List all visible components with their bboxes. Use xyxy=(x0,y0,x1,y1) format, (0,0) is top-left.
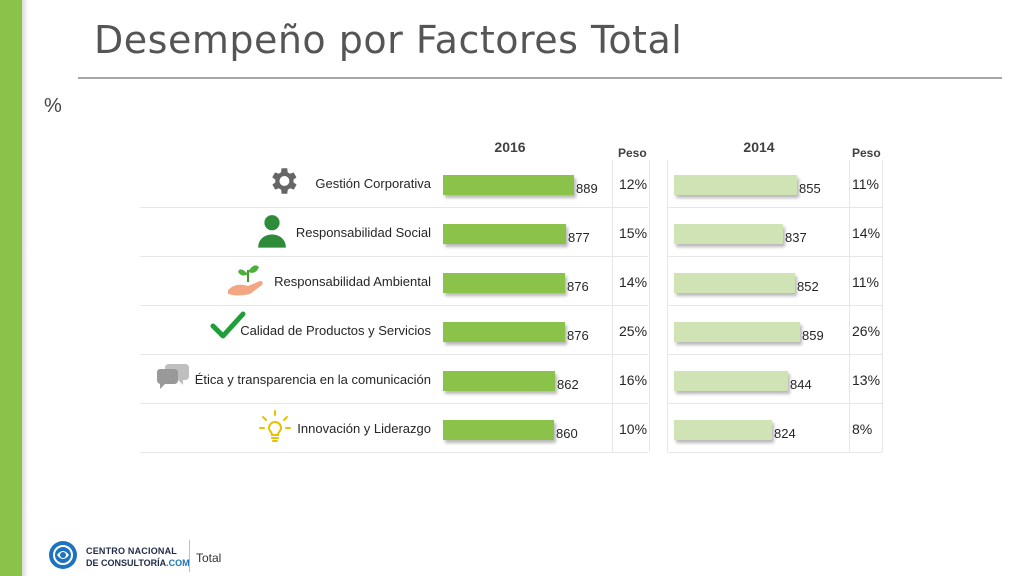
bar-2016 xyxy=(443,420,554,440)
factor-label: Innovación y Liderazgo xyxy=(297,421,431,436)
checkmark-icon xyxy=(210,311,250,347)
factor-label: Calidad de Productos y Servicios xyxy=(240,323,431,338)
peso-2014: 13% xyxy=(852,372,881,388)
bar-2016 xyxy=(443,371,555,391)
row-separator xyxy=(140,452,648,453)
bar-2016 xyxy=(443,224,566,244)
row-separator xyxy=(668,403,882,404)
value-label-2016: 889 xyxy=(576,181,598,196)
value-label-2016: 877 xyxy=(568,230,590,245)
bar-2016 xyxy=(443,175,574,195)
column-divider xyxy=(612,160,613,452)
bar-2016 xyxy=(443,273,565,293)
company-logo-icon xyxy=(49,541,77,569)
value-label-2016: 876 xyxy=(567,328,589,343)
row-separator xyxy=(140,207,648,208)
year-header-2016: 2016 xyxy=(494,139,526,155)
column-divider xyxy=(849,160,850,452)
footer-divider xyxy=(189,540,190,572)
peso-header-2014: Peso xyxy=(852,146,881,160)
row-separator xyxy=(668,207,882,208)
value-label-2014: 824 xyxy=(774,426,796,441)
peso-2014: 26% xyxy=(852,323,881,339)
unit-label: % xyxy=(44,95,62,117)
peso-2016: 10% xyxy=(619,421,648,437)
peso-2016: 15% xyxy=(619,225,648,241)
peso-header-2016: Peso xyxy=(618,146,647,160)
bar-2014 xyxy=(674,371,788,391)
value-label-2016: 860 xyxy=(556,426,578,441)
bar-2016 xyxy=(443,322,565,342)
factor-label: Responsabilidad Social xyxy=(295,225,431,240)
peso-2014: 11% xyxy=(852,176,879,192)
peso-2014: 8% xyxy=(852,421,873,437)
factor-label: Responsabilidad Ambiental xyxy=(274,274,431,289)
row-separator xyxy=(140,256,648,257)
row-separator xyxy=(668,354,882,355)
peso-2014: 14% xyxy=(852,225,881,241)
factor-label: Gestión Corporativa xyxy=(315,176,431,191)
value-label-2014: 837 xyxy=(785,230,807,245)
peso-2016: 25% xyxy=(619,323,648,339)
speech-bubbles-icon xyxy=(155,360,195,396)
factor-label: Ética y transparencia en la comunicación xyxy=(194,372,431,387)
row-separator xyxy=(668,256,882,257)
row-separator xyxy=(140,403,648,404)
row-separator xyxy=(668,305,882,306)
value-label-2014: 844 xyxy=(790,377,812,392)
bar-2014 xyxy=(674,420,772,440)
footer-section-label: Total xyxy=(196,551,222,565)
bar-2014 xyxy=(674,322,800,342)
plant-hand-icon xyxy=(226,262,266,298)
side-bar-shadow xyxy=(22,0,28,576)
gear-icon xyxy=(266,164,306,200)
page-title: Desempeño por Factores Total xyxy=(94,18,683,62)
value-label-2014: 852 xyxy=(797,279,819,294)
row-separator xyxy=(140,354,648,355)
column-divider xyxy=(667,160,668,452)
lightbulb-icon xyxy=(258,409,298,445)
value-label-2016: 876 xyxy=(567,279,589,294)
accent-side-bar xyxy=(0,0,22,576)
peso-2016: 16% xyxy=(619,372,648,388)
row-separator xyxy=(140,305,648,306)
value-label-2016: 862 xyxy=(557,377,579,392)
person-icon xyxy=(255,213,295,249)
row-separator xyxy=(668,452,882,453)
value-label-2014: 855 xyxy=(799,181,821,196)
footer-org-name-line2: DE CONSULTORÍA.COM xyxy=(86,558,190,568)
peso-2014: 11% xyxy=(852,274,879,290)
bar-2014 xyxy=(674,175,797,195)
column-divider xyxy=(882,160,883,452)
footer-org-name-line1: CENTRO NACIONAL xyxy=(86,546,177,556)
title-underline xyxy=(78,77,1002,79)
footer-org-domain: .COM xyxy=(166,558,190,568)
column-divider xyxy=(649,160,650,452)
value-label-2014: 859 xyxy=(802,328,824,343)
bar-2014 xyxy=(674,224,783,244)
footer-org-name-main: DE CONSULTORÍA xyxy=(86,558,167,568)
year-header-2014: 2014 xyxy=(743,139,775,155)
bar-2014 xyxy=(674,273,795,293)
peso-2016: 14% xyxy=(619,274,648,290)
peso-2016: 12% xyxy=(619,176,648,192)
